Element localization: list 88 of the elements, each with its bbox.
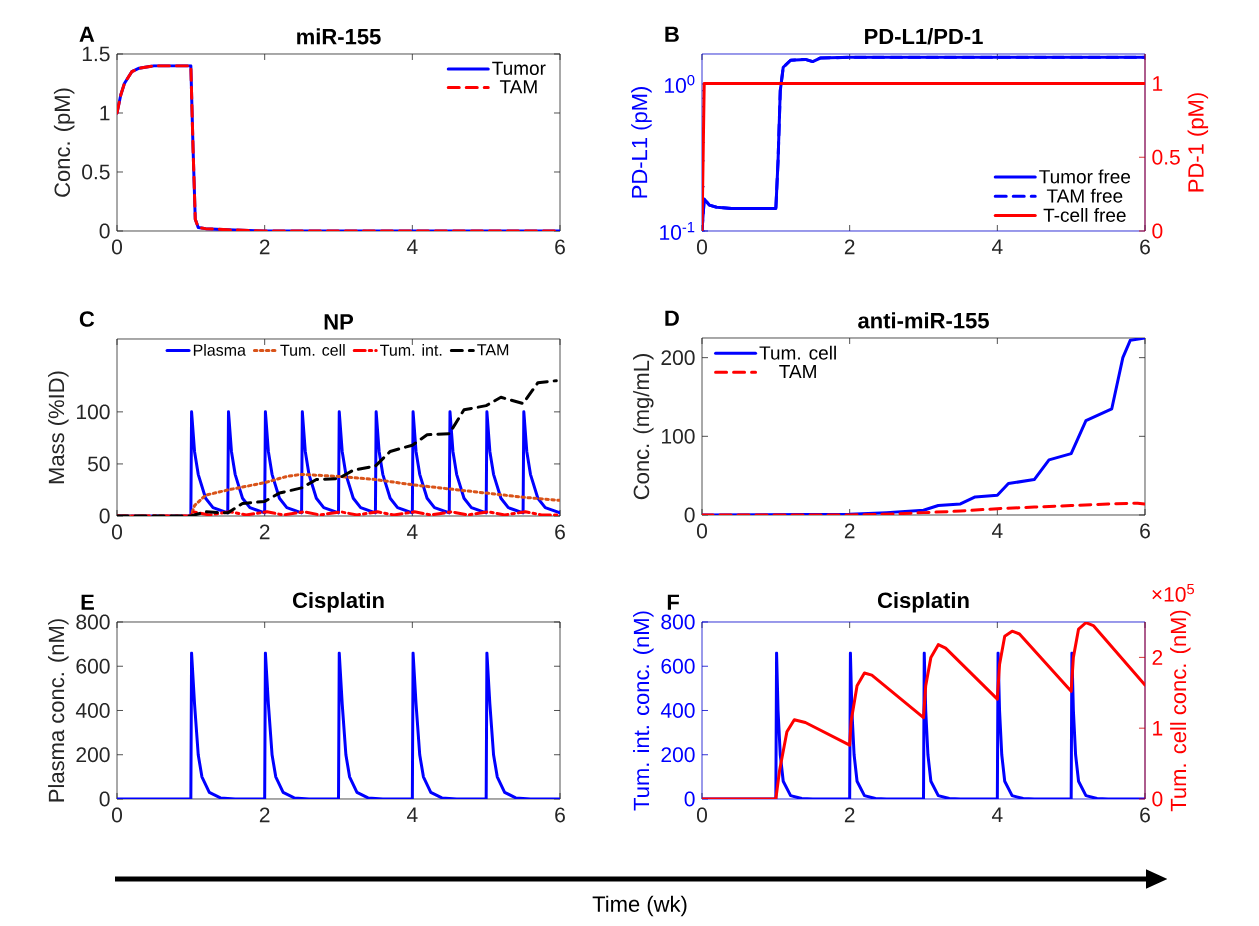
y2-tick-label: 2 <box>1152 650 1163 665</box>
y-tick-label: 200 <box>76 747 110 763</box>
x-tick-label: 0 <box>111 239 123 255</box>
x-tick-label: 2 <box>259 807 270 823</box>
chart-title: PD-L1/PD-1 <box>865 28 983 45</box>
x-tick-label: 2 <box>259 239 270 255</box>
legend-label: Tumor free <box>1039 169 1131 184</box>
y2-tick-label: 1 <box>1153 76 1163 91</box>
y-tick-label: 200 <box>661 747 695 763</box>
x-tick-label: 6 <box>555 807 565 823</box>
y-tick-label: 400 <box>75 703 110 718</box>
y-tick-label: 0 <box>99 223 110 239</box>
x-tick-label: 6 <box>555 524 565 540</box>
x-tick-label: 6 <box>555 239 565 255</box>
legend-label: Tum. cell <box>280 344 345 356</box>
y2-tick-label: 1 <box>1153 720 1163 736</box>
y2-axis-title: Tum. cell conc. (nM) <box>1170 610 1191 812</box>
legend-label: Tumor <box>492 61 546 75</box>
text: A <box>79 26 95 42</box>
x-tick-label: 4 <box>991 523 1003 538</box>
text: D <box>665 310 679 326</box>
chart-title: Cisplatin <box>292 591 384 613</box>
y2-tick-label: 0 <box>1152 223 1163 239</box>
y-tick-label: 1.5 <box>82 46 110 62</box>
line-series <box>702 621 1145 799</box>
y-tick-label: 800 <box>661 614 695 630</box>
y2-axis-title: PD-1 (pM) <box>1187 93 1209 192</box>
chart-title: Cisplatin <box>877 591 969 613</box>
x-tick-label: 6 <box>1140 523 1150 539</box>
y-tick-label: 50 <box>87 456 110 472</box>
text: C <box>79 311 95 327</box>
legend-label: TAM free <box>1046 188 1123 203</box>
y-tick-label: 0 <box>99 508 110 524</box>
y-tick-label: 10$^{0}$ <box>665 75 695 93</box>
line-series <box>117 651 560 799</box>
x-tick-label: 0 <box>111 524 123 540</box>
x-tick-label: 0 <box>696 807 708 823</box>
line-series <box>702 501 1145 515</box>
legend-label: TAM <box>779 365 816 379</box>
x-tick-label: 2 <box>844 239 855 255</box>
legend-label: T-cell free <box>1043 207 1126 222</box>
text: E <box>81 594 94 610</box>
legend-label: TAM <box>477 344 509 356</box>
y-axis-title: Mass (%ID) <box>48 371 69 484</box>
y-tick-label: 1 <box>100 105 110 121</box>
y-tick-label: 0 <box>684 791 695 807</box>
x-tick-label: 0 <box>696 239 708 255</box>
y-tick-label: 200 <box>661 350 695 366</box>
legend-label: TAM <box>499 80 537 94</box>
y-axis-title: Tum. int. conc. (nM) <box>633 611 654 811</box>
y-tick-label: 0 <box>99 791 110 807</box>
chart-title: NP <box>324 314 354 330</box>
x-tick-label: 4 <box>406 807 418 822</box>
y-tick-label: 400 <box>660 703 695 718</box>
text: F <box>667 594 680 610</box>
x-tick-label: 0 <box>696 523 708 539</box>
chart-title: anti-miR-155 <box>858 312 989 329</box>
y-tick-label: 600 <box>76 658 110 674</box>
x-tick-label: 2 <box>844 807 855 823</box>
x-tick-label: 0 <box>111 807 123 823</box>
y-tick-label: 100 <box>662 428 695 444</box>
legend-label: Tum. cell <box>759 345 836 360</box>
y-tick-label: 800 <box>76 614 110 630</box>
y-axis-title: Plasma conc. (nM) <box>48 619 69 802</box>
y-axis-title: PD-L1 (pM) <box>631 87 652 198</box>
x-tick-label: 6 <box>1140 239 1150 255</box>
text: Time (wk) <box>592 895 687 917</box>
y-axis-title: Conc. (mg/mL) <box>633 354 654 500</box>
x-tick-label: 2 <box>844 523 855 539</box>
x-tick-label: 6 <box>1140 807 1150 823</box>
text: ×10$^{5}$ <box>1152 583 1195 602</box>
y-axis-title: Conc. (pM) <box>53 88 75 197</box>
y2-tick-label: 0 <box>1152 791 1163 807</box>
legend-label: Tum. int. <box>380 344 442 356</box>
x-tick-label: 4 <box>991 239 1003 254</box>
y-tick-label: 600 <box>661 658 695 674</box>
x-tick-label: 4 <box>406 524 418 539</box>
y-tick-label: 10$^{-1}$ <box>660 222 695 240</box>
y-tick-label: 0 <box>684 507 695 523</box>
x-tick-label: 4 <box>991 807 1003 822</box>
legend-label: Plasma <box>193 344 246 356</box>
y-tick-label: 100 <box>77 404 110 420</box>
x-tick-label: 2 <box>259 524 270 540</box>
y2-tick-label: 0.5 <box>1152 149 1180 165</box>
y-tick-label: 0.5 <box>82 164 110 180</box>
text: B <box>665 26 679 42</box>
x-tick-label: 4 <box>406 239 418 254</box>
chart-title: miR-155 <box>297 28 381 45</box>
